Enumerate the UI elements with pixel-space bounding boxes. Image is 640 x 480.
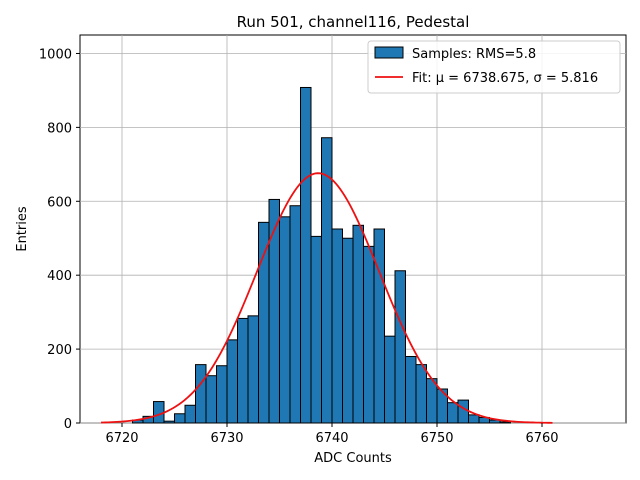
histogram-bar bbox=[310, 235, 322, 424]
histogram-bar bbox=[247, 315, 259, 424]
x-tick-label: 6750 bbox=[420, 431, 453, 446]
histogram-bar bbox=[237, 317, 249, 424]
x-tick-label: 6760 bbox=[525, 431, 558, 446]
fit-curve-group bbox=[100, 172, 553, 424]
y-tick-label: 200 bbox=[47, 343, 72, 358]
x-tick-label: 6730 bbox=[210, 431, 243, 446]
histogram-bar bbox=[226, 339, 238, 424]
histogram-bar bbox=[268, 198, 280, 424]
histogram-bar bbox=[289, 205, 301, 424]
histogram-bar bbox=[279, 216, 291, 424]
histogram-bars bbox=[132, 86, 511, 424]
histogram-bar bbox=[216, 365, 228, 424]
y-tick-label: 800 bbox=[47, 121, 72, 136]
histogram-bar bbox=[394, 270, 406, 424]
y-tick-label: 0 bbox=[64, 417, 72, 432]
legend-samples-label: Samples: RMS=5.8 bbox=[412, 47, 536, 62]
histogram-bar bbox=[384, 335, 396, 424]
histogram-bar bbox=[447, 402, 459, 424]
histogram-bar bbox=[321, 137, 333, 424]
y-tick-label: 400 bbox=[47, 269, 72, 284]
y-axis-label: Entries bbox=[15, 206, 30, 252]
fit-curve bbox=[100, 172, 553, 424]
y-tick-label: 1000 bbox=[39, 47, 72, 62]
histogram-bar bbox=[352, 224, 364, 424]
x-tick-label: 6740 bbox=[315, 431, 348, 446]
y-axis: 0 200 400 600 800 1000 bbox=[39, 47, 80, 432]
legend-box bbox=[367, 40, 621, 94]
histogram-bar bbox=[205, 375, 217, 424]
y-tick-label: 600 bbox=[47, 195, 72, 210]
histogram-bar bbox=[373, 228, 385, 424]
histogram-bar bbox=[153, 401, 165, 424]
histogram-bar bbox=[184, 404, 196, 424]
histogram-bar bbox=[258, 221, 270, 424]
histogram-bar bbox=[342, 237, 354, 424]
histogram-bar bbox=[426, 378, 438, 424]
histogram-bar bbox=[468, 414, 480, 424]
histogram-bar bbox=[405, 355, 417, 424]
histogram-bar bbox=[163, 420, 175, 424]
histogram-bar bbox=[174, 413, 186, 424]
histogram-bar bbox=[300, 86, 312, 424]
histogram-bar bbox=[331, 228, 343, 424]
legend-samples-swatch bbox=[374, 46, 404, 59]
legend-fit-label: Fit: μ = 6738.675, σ = 5.816 bbox=[412, 71, 598, 86]
histogram-bar bbox=[499, 421, 511, 424]
histogram-bar bbox=[195, 364, 207, 424]
x-axis: 6720 6730 6740 6750 6760 bbox=[105, 423, 559, 446]
histogram-bar bbox=[457, 399, 469, 424]
histogram-bar bbox=[363, 245, 375, 424]
histogram-bar bbox=[415, 364, 427, 424]
x-axis-label: ADC Counts bbox=[314, 451, 392, 466]
chart-title: Run 501, channel116, Pedestal bbox=[237, 13, 470, 31]
x-tick-label: 6720 bbox=[105, 431, 138, 446]
legend: Samples: RMS=5.8 Fit: μ = 6738.675, σ = … bbox=[367, 40, 621, 94]
